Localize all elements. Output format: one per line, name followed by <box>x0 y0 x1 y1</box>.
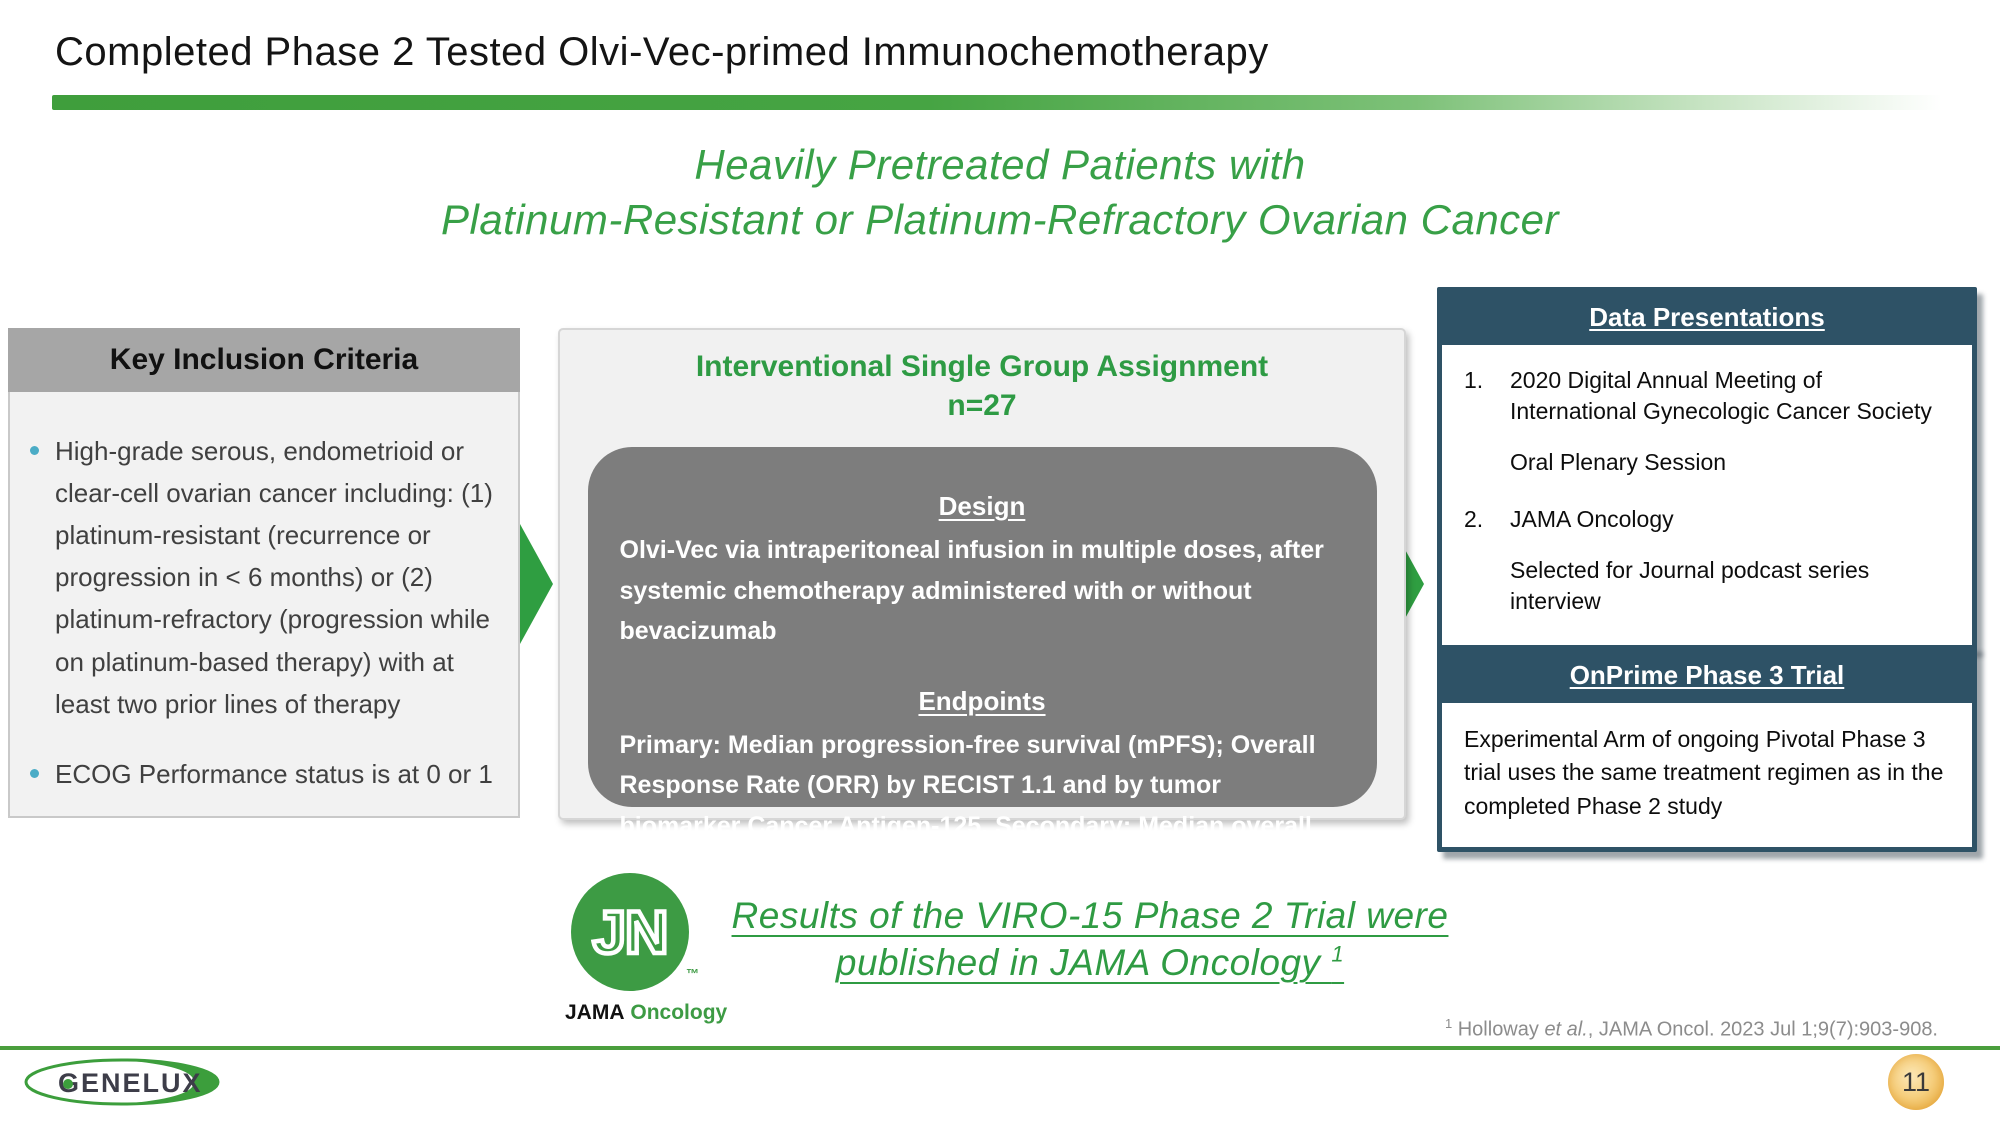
item-subtitle: Oral Plenary Session <box>1510 449 1727 476</box>
genelux-logo: GENELUX <box>24 1058 220 1106</box>
results-line-2: published in JAMA Oncology 1 <box>836 942 1344 983</box>
citation-sup: 1 <box>1444 1016 1453 1031</box>
list-item: High-grade serous, endometrioid or clear… <box>30 430 494 725</box>
endpoints-text: Primary: Median progression-free surviva… <box>619 730 1316 881</box>
footer-divider <box>0 1046 2000 1050</box>
study-heading-line-1: Interventional Single Group Assignment <box>695 350 1269 383</box>
page-number-badge: 11 <box>1888 1054 1944 1110</box>
study-heading: Interventional Single Group Assignment n… <box>560 347 1404 425</box>
trademark-symbol: ™ <box>686 966 699 981</box>
endpoints-label: Endpoints <box>918 685 1046 716</box>
results-statement: Results of the VIRO-15 Phase 2 Trial wer… <box>700 893 1480 987</box>
data-presentations-body: 1. 2020 Digital Annual Meeting of Intern… <box>1442 345 1972 645</box>
inclusion-bullet-2: ECOG Performance status is at 0 or 1 <box>55 758 493 789</box>
page-number: 11 <box>1901 1066 1931 1097</box>
jama-caption-word1: JAMA <box>565 1001 625 1024</box>
onprime-panel: OnPrime Phase 3 Trial Experimental Arm o… <box>1437 645 1977 853</box>
arrow-right-icon <box>520 524 553 644</box>
list-item: 2. JAMA Oncology <box>1464 504 1950 535</box>
onprime-header: OnPrime Phase 3 Trial <box>1442 650 1972 703</box>
results-line-2-text: published in JAMA Oncology <box>835 941 1332 983</box>
title-accent-bar <box>52 95 2000 110</box>
bullet-icon <box>30 446 39 455</box>
item-subtitle: Selected for Journal podcast series inte… <box>1510 557 1870 615</box>
results-line-1: Results of the VIRO-15 Phase 2 Trial wer… <box>731 895 1449 936</box>
data-presentations-header-label: Data Presentations <box>1589 302 1825 332</box>
jn-monogram-text: JN <box>590 896 670 968</box>
design-endpoints-card: Design Olvi-Vec via intraperitoneal infu… <box>587 447 1377 880</box>
subtitle-line-1: Heavily Pretreated Patients with <box>694 141 1306 188</box>
inclusion-criteria-panel: Key Inclusion Criteria High-grade serous… <box>8 328 520 818</box>
subtitle-line-2: Platinum-Resistant or Platinum-Refractor… <box>440 195 1560 243</box>
design-label: Design <box>938 491 1026 521</box>
spacer <box>620 652 1345 686</box>
onprime-header-label: OnPrime Phase 3 Trial <box>1569 660 1845 690</box>
list-item: 1. 2020 Digital Annual Meeting of Intern… <box>1464 365 1950 427</box>
genelux-logo-text: GENELUX <box>58 1068 203 1098</box>
results-footnote-ref: 1 <box>1331 941 1345 967</box>
bullet-icon <box>30 768 39 778</box>
data-presentations-header: Data Presentations <box>1442 292 1972 345</box>
item-number: 2. <box>1464 506 1484 533</box>
inclusion-criteria-body: High-grade serous, endometrioid or clear… <box>8 392 520 818</box>
inclusion-bullet-1: High-grade serous, endometrioid or clear… <box>55 436 493 719</box>
inclusion-criteria-header: Key Inclusion Criteria <box>8 328 520 392</box>
citation-etal: et al. <box>1544 1018 1588 1041</box>
citation-author: Holloway <box>1457 1018 1545 1041</box>
data-presentations-panel: Data Presentations 1. 2020 Digital Annua… <box>1437 287 1977 651</box>
jama-caption: JAMA Oncology <box>565 1001 727 1025</box>
citation-rest: , JAMA Oncol. 2023 Jul 1;9(7):903-908. <box>1587 1018 1938 1041</box>
study-design-panel: Interventional Single Group Assignment n… <box>558 328 1406 880</box>
study-n-count: n=27 <box>947 389 1017 422</box>
jama-caption-word2: Oncology <box>630 1001 728 1024</box>
onprime-body: Experimental Arm of ongoing Pivotal Phas… <box>1464 726 1944 819</box>
slide-subtitle: Heavily Pretreated Patients with Platinu… <box>0 138 2000 247</box>
jama-oncology-logo: JN ™ JAMA Oncology <box>565 873 727 1025</box>
citation: 1 Holloway et al., JAMA Oncol. 2023 Jul … <box>1445 1016 1938 1042</box>
item-title: 2020 Digital Annual Meeting of Internati… <box>1510 367 1932 425</box>
genelux-g-dot <box>63 1079 73 1089</box>
item-number: 1. <box>1464 367 1484 393</box>
page-title: Completed Phase 2 Tested Olvi-Vec-primed… <box>55 30 1269 74</box>
list-item: ECOG Performance status is at 0 or 1 <box>30 753 494 795</box>
jn-monogram-icon: JN ™ <box>571 873 699 991</box>
design-text: Olvi-Vec via intraperitoneal infusion in… <box>619 536 1324 645</box>
item-title: JAMA Oncology <box>1510 506 1674 533</box>
